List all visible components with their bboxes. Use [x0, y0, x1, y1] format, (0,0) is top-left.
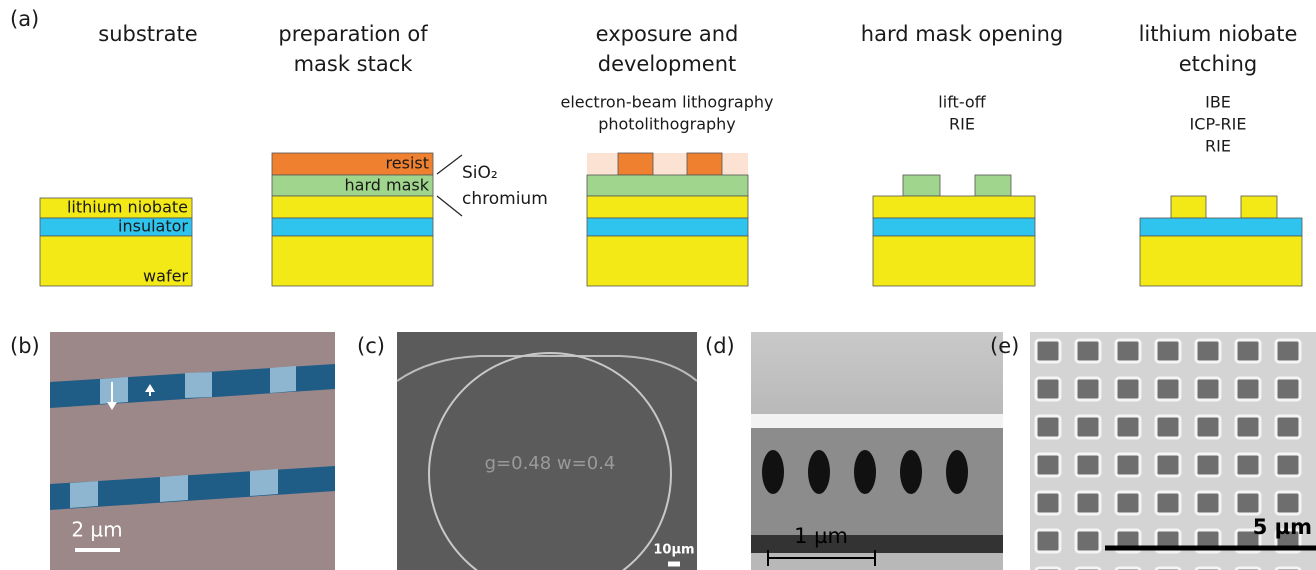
pillar [1196, 340, 1220, 362]
method: RIE [949, 115, 975, 134]
layer-label: hard mask [345, 176, 430, 195]
stack-exposure [587, 153, 748, 286]
pillar [1076, 530, 1100, 552]
stack-mask: resist hard mask SiO₂ chromium [272, 153, 548, 286]
pillar [1276, 492, 1300, 514]
sem-image-c: g=0.48 w=0.4 10µm [397, 332, 697, 570]
method: RIE [1205, 137, 1231, 156]
pillar [1076, 492, 1100, 514]
pillar [1156, 454, 1180, 476]
pillar [1156, 492, 1180, 514]
pillar [1116, 492, 1140, 514]
pillar [1276, 378, 1300, 400]
pillar [1276, 454, 1300, 476]
sem-image-b: 2 µm [50, 332, 335, 570]
pillar [1196, 416, 1220, 438]
pillar [1276, 416, 1300, 438]
stack-hardmask-open [873, 175, 1035, 286]
layer-label: insulator [118, 217, 188, 236]
pillar [1076, 378, 1100, 400]
pillar [1196, 454, 1220, 476]
layer-label: resist [386, 154, 429, 173]
pillar [1036, 340, 1060, 362]
panel-label: (e) [990, 334, 1019, 358]
scale-bar-label: 1 µm [794, 524, 848, 548]
pillar [1156, 378, 1180, 400]
step-title: lithium niobate [1139, 22, 1298, 46]
stack-etched [1140, 196, 1302, 286]
pillar [1236, 378, 1260, 400]
pillar [1156, 340, 1180, 362]
step-title: mask stack [294, 52, 414, 76]
pillar [1196, 492, 1220, 514]
pillar [1116, 416, 1140, 438]
panel-label: (b) [10, 334, 40, 358]
pillar [1236, 340, 1260, 362]
pillar [1276, 340, 1300, 362]
step-title: hard mask opening [861, 22, 1063, 46]
layer-label: lithium niobate [67, 198, 188, 217]
scale-bar-label: 5 µm [1253, 515, 1312, 539]
pillar [1116, 378, 1140, 400]
method: ICP-RIE [1190, 115, 1247, 134]
pillar [1116, 340, 1140, 362]
step-title: substrate [98, 22, 197, 46]
pillar [1076, 340, 1100, 362]
pillar [1036, 454, 1060, 476]
pillar [1156, 416, 1180, 438]
method: IBE [1205, 93, 1231, 112]
step-titles: substrate preparation of mask stack expo… [98, 22, 1297, 76]
annotation: g=0.48 w=0.4 [485, 453, 616, 474]
step-title: exposure and [596, 22, 739, 46]
step-methods: electron-beam lithography photolithograp… [560, 93, 1246, 156]
step-title: preparation of [278, 22, 428, 46]
pillar [1236, 416, 1260, 438]
panel-label: (c) [357, 334, 385, 358]
pillar [1196, 378, 1220, 400]
panel-label: (a) [10, 7, 39, 31]
pillar [1036, 378, 1060, 400]
material-label: SiO₂ [462, 163, 498, 183]
scale-bar-label: 10µm [653, 543, 694, 558]
scale-bar-label: 2 µm [71, 518, 122, 542]
step-title: etching [1179, 52, 1257, 76]
sem-image-d: 1 µm [751, 332, 1003, 570]
pillar [1036, 530, 1060, 552]
pillar [1236, 454, 1260, 476]
pillar [1036, 492, 1060, 514]
pillar [1076, 416, 1100, 438]
step-title: development [598, 52, 737, 76]
stack-substrate: lithium niobate insulator wafer [40, 198, 192, 287]
panel-label: (d) [705, 334, 735, 358]
material-label: chromium [462, 189, 548, 209]
figure: (a) substrate preparation of mask stack … [0, 0, 1316, 570]
method: electron-beam lithography [560, 93, 773, 112]
layer-label: wafer [143, 267, 188, 286]
pillar [1236, 492, 1260, 514]
method: lift-off [938, 93, 986, 112]
pillar [1076, 454, 1100, 476]
pillar [1116, 454, 1140, 476]
method: photolithography [598, 115, 736, 134]
pillar [1036, 416, 1060, 438]
